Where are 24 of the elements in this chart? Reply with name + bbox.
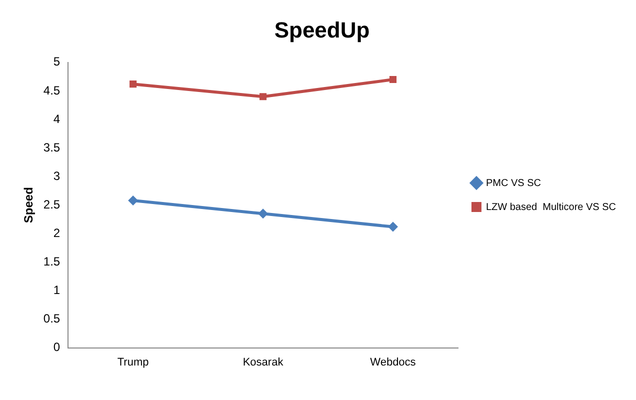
x-tick-label: Webdocs (370, 356, 416, 368)
y-tick-label: 0 (53, 340, 60, 354)
x-tick-label: Kosarak (242, 356, 284, 368)
point (128, 196, 138, 206)
y-tick-label: 1 (53, 283, 60, 298)
y-tick-label: 5 (53, 54, 60, 69)
y-axis-title: Speed (22, 187, 36, 224)
chart-title: SpeedUp (274, 17, 370, 42)
point (130, 80, 137, 88)
point (259, 93, 267, 100)
legend-label: LZW based Multicore VS SC (486, 202, 616, 213)
legend-label: PMC VS SC (486, 178, 541, 189)
y-tick-label: 2.5 (43, 197, 60, 212)
y-tick-label: 1.5 (43, 254, 60, 268)
y-tick-label: 0.5 (43, 312, 60, 326)
point (389, 76, 397, 84)
point (388, 222, 398, 232)
y-tick-label: 4 (53, 112, 60, 126)
y-tick-label: 4.5 (43, 83, 60, 98)
x-tick-label: Trump (117, 356, 149, 368)
y-tick-label: 3.5 (43, 140, 60, 154)
y-tick-label: 2 (53, 226, 60, 240)
y-tick-label: 3 (53, 168, 60, 183)
point (258, 208, 268, 219)
